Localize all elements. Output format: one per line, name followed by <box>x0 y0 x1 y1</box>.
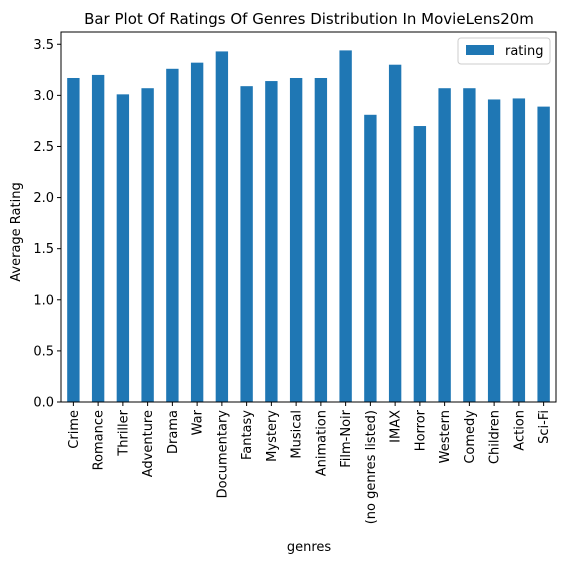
y-tick-label: 3.5 <box>33 38 54 53</box>
x-tick-label: (no genres listed) <box>364 410 379 524</box>
x-tick-label: Action <box>512 410 527 451</box>
bar-film-noir <box>339 50 352 402</box>
x-tick-label: Comedy <box>463 410 478 464</box>
y-tick-label: 1.5 <box>33 242 54 257</box>
bar-comedy <box>463 88 476 403</box>
legend-entry-rating: rating <box>505 44 544 59</box>
bar-action <box>512 98 526 402</box>
y-tick-label: 0.0 <box>33 396 54 411</box>
bar-thriller <box>116 94 130 402</box>
x-tick-label: Western <box>438 410 453 463</box>
x-axis: Crime Romance Thriller Adventure Drama War Doc… <box>67 402 552 524</box>
bar-drama <box>166 68 179 402</box>
x-tick-label: Romance <box>92 410 107 470</box>
x-tick-label: Sci-Fi <box>537 410 552 444</box>
x-tick-label: Horror <box>413 409 428 451</box>
y-tick-label: 2.5 <box>33 140 54 155</box>
x-tick-label: Mystery <box>265 410 280 462</box>
x-tick-label: Adventure <box>141 410 156 477</box>
bar-adventure <box>141 88 154 403</box>
x-tick-label: Drama <box>166 410 181 454</box>
y-axis: 0.0 0.5 1.0 1.5 2.0 2.5 3.0 3.5 <box>33 38 61 411</box>
bar-fantasy <box>240 86 253 403</box>
x-tick-label: Children <box>488 410 503 464</box>
x-tick-label: Film-Noir <box>339 409 354 467</box>
bar-sci-fi <box>537 106 550 403</box>
chart-title: Bar Plot Of Ratings Of Genres Distributi… <box>84 10 534 28</box>
bar-horror <box>413 126 427 403</box>
y-tick-label: 3.0 <box>33 89 54 104</box>
x-tick-label: Crime <box>67 410 82 449</box>
y-tick-label: 1.0 <box>33 293 54 308</box>
legend-swatch <box>466 45 494 55</box>
bar-imax <box>388 64 402 402</box>
legend-frame <box>457 37 551 65</box>
bar-children <box>487 99 501 403</box>
bar-war <box>190 62 204 402</box>
bar-crime <box>67 77 80 402</box>
x-tick-label: Thriller <box>116 409 131 456</box>
bar-romance <box>91 74 105 403</box>
bar-documentary <box>215 51 229 402</box>
x-tick-label: Musical <box>290 410 305 459</box>
x-tick-label: Documentary <box>215 410 230 499</box>
x-tick-label: Fantasy <box>240 410 255 460</box>
bar-musical <box>289 77 303 402</box>
y-tick-label: 0.5 <box>33 344 54 359</box>
plot-area <box>60 31 557 403</box>
bar-mystery <box>265 81 278 402</box>
x-tick-label: IMAX <box>389 410 404 443</box>
x-axis-label: genres <box>287 540 332 555</box>
x-tick-label: War <box>191 409 206 435</box>
y-axis-label: Average Rating <box>9 182 24 281</box>
y-tick-label: 2.0 <box>33 191 54 206</box>
plot-frame <box>60 31 557 403</box>
x-tick-label: Animation <box>314 410 329 476</box>
bar-western <box>438 88 451 403</box>
bar-no-genres-listed <box>364 114 377 403</box>
legend: rating <box>457 37 551 65</box>
bar-animation <box>314 77 328 402</box>
